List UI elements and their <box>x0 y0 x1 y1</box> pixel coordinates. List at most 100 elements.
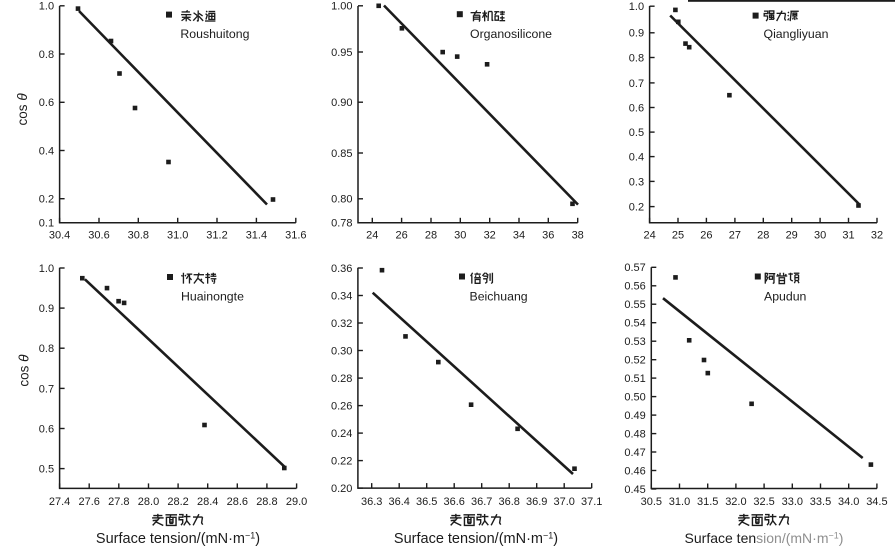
svg-text:0.32: 0.32 <box>331 318 352 330</box>
svg-text:26: 26 <box>395 230 407 242</box>
svg-text:0.85: 0.85 <box>331 148 352 160</box>
svg-text:31: 31 <box>842 230 854 242</box>
svg-text:36: 36 <box>542 230 554 242</box>
svg-text:28.8: 28.8 <box>256 496 277 508</box>
svg-text:Surface tension/(mN·m−1): Surface tension/(mN·m−1) <box>394 530 558 547</box>
svg-text:27: 27 <box>729 230 741 242</box>
svg-text:0.46: 0.46 <box>624 465 645 477</box>
svg-text:37.1: 37.1 <box>581 496 602 508</box>
svg-text:25: 25 <box>672 230 684 242</box>
svg-text:28.0: 28.0 <box>138 496 159 508</box>
svg-text:37.0: 37.0 <box>553 496 574 508</box>
svg-text:32: 32 <box>871 230 883 242</box>
svg-text:0.2: 0.2 <box>39 194 54 206</box>
svg-text:0.1: 0.1 <box>39 218 54 230</box>
svg-text:0.4: 0.4 <box>629 152 644 164</box>
svg-text:0.55: 0.55 <box>624 299 645 311</box>
svg-text:0.53: 0.53 <box>624 336 645 348</box>
svg-text:0.90: 0.90 <box>331 97 352 109</box>
svg-text:0.95: 0.95 <box>331 47 352 59</box>
svg-text:30: 30 <box>454 230 466 242</box>
svg-text:31.4: 31.4 <box>246 230 267 242</box>
svg-text:0.56: 0.56 <box>624 281 645 293</box>
svg-text:0.30: 0.30 <box>331 345 352 357</box>
svg-text:34.0: 34.0 <box>838 496 859 508</box>
svg-text:36.6: 36.6 <box>443 496 464 508</box>
svg-text:0.34: 0.34 <box>331 290 352 302</box>
svg-text:0.50: 0.50 <box>624 392 645 404</box>
svg-text:36.8: 36.8 <box>498 496 519 508</box>
svg-text:Surface tension/(mN·m−1): Surface tension/(mN·m−1) <box>685 530 844 546</box>
svg-text:28.6: 28.6 <box>227 496 248 508</box>
svg-text:Huainongte: Huainongte <box>181 289 244 303</box>
svg-text:0.26: 0.26 <box>331 401 352 413</box>
svg-text:Organosilicone: Organosilicone <box>470 27 552 41</box>
svg-text:0.45: 0.45 <box>624 484 645 496</box>
svg-text:0.7: 0.7 <box>629 78 644 90</box>
svg-text:cos θ: cos θ <box>16 354 31 387</box>
svg-text:24: 24 <box>366 230 378 242</box>
svg-text:31.6: 31.6 <box>285 230 306 242</box>
svg-text:0.54: 0.54 <box>624 318 645 330</box>
svg-text:0.8: 0.8 <box>629 52 644 64</box>
svg-text:32.0: 32.0 <box>725 496 746 508</box>
svg-text:30.6: 30.6 <box>88 230 109 242</box>
svg-text:33.0: 33.0 <box>782 496 803 508</box>
svg-text:Apudun: Apudun <box>764 289 807 303</box>
svg-text:0.80: 0.80 <box>331 194 352 206</box>
svg-text:Qiangliyuan: Qiangliyuan <box>764 27 829 41</box>
svg-text:36.7: 36.7 <box>471 496 492 508</box>
svg-text:0.8: 0.8 <box>39 49 54 61</box>
svg-text:29: 29 <box>786 230 798 242</box>
svg-text:0.6: 0.6 <box>629 102 644 114</box>
svg-text:36.5: 36.5 <box>416 496 437 508</box>
svg-text:26: 26 <box>700 230 712 242</box>
svg-text:Roushuitong: Roushuitong <box>180 27 249 41</box>
svg-text:32.5: 32.5 <box>753 496 774 508</box>
svg-text:0.22: 0.22 <box>331 456 352 468</box>
svg-text:30: 30 <box>814 230 826 242</box>
svg-text:34.5: 34.5 <box>866 496 887 508</box>
svg-text:28: 28 <box>757 230 769 242</box>
svg-text:0.2: 0.2 <box>629 202 644 214</box>
svg-text:36.4: 36.4 <box>388 496 409 508</box>
svg-text:31.5: 31.5 <box>697 496 718 508</box>
svg-text:0.9: 0.9 <box>39 303 54 315</box>
svg-text:32: 32 <box>484 230 496 242</box>
svg-text:0.4: 0.4 <box>39 145 54 157</box>
svg-text:Surface tension/(mN·m−1): Surface tension/(mN·m−1) <box>96 530 260 547</box>
svg-text:31.0: 31.0 <box>669 496 690 508</box>
svg-text:0.49: 0.49 <box>624 410 645 422</box>
svg-text:31.0: 31.0 <box>167 230 188 242</box>
svg-text:1.0: 1.0 <box>39 263 54 275</box>
svg-text:0.78: 0.78 <box>331 218 352 230</box>
svg-text:24: 24 <box>643 230 655 242</box>
svg-text:0.51: 0.51 <box>624 373 645 385</box>
svg-text:30.4: 30.4 <box>49 230 70 242</box>
svg-text:33.5: 33.5 <box>810 496 831 508</box>
svg-text:27.4: 27.4 <box>49 496 70 508</box>
svg-text:0.5: 0.5 <box>39 464 54 476</box>
svg-text:27.8: 27.8 <box>108 496 129 508</box>
svg-text:0.3: 0.3 <box>629 176 644 188</box>
svg-text:0.47: 0.47 <box>624 447 645 459</box>
svg-text:0.20: 0.20 <box>331 483 352 495</box>
svg-text:0.48: 0.48 <box>624 429 645 441</box>
svg-text:28.2: 28.2 <box>167 496 188 508</box>
svg-text:27.6: 27.6 <box>78 496 99 508</box>
svg-text:30.5: 30.5 <box>641 496 662 508</box>
svg-text:38: 38 <box>572 230 584 242</box>
svg-text:Beichuang: Beichuang <box>470 289 528 303</box>
svg-text:30.8: 30.8 <box>128 230 149 242</box>
svg-text:1.00: 1.00 <box>331 1 352 13</box>
svg-text:0.8: 0.8 <box>39 343 54 355</box>
svg-text:28: 28 <box>425 230 437 242</box>
svg-text:0.7: 0.7 <box>39 383 54 395</box>
svg-text:0.24: 0.24 <box>331 428 352 440</box>
svg-text:0.6: 0.6 <box>39 97 54 109</box>
svg-text:0.57: 0.57 <box>624 262 645 274</box>
svg-text:36.9: 36.9 <box>526 496 547 508</box>
svg-text:34: 34 <box>513 230 525 242</box>
svg-text:cos θ: cos θ <box>15 93 30 126</box>
svg-text:0.28: 0.28 <box>331 373 352 385</box>
